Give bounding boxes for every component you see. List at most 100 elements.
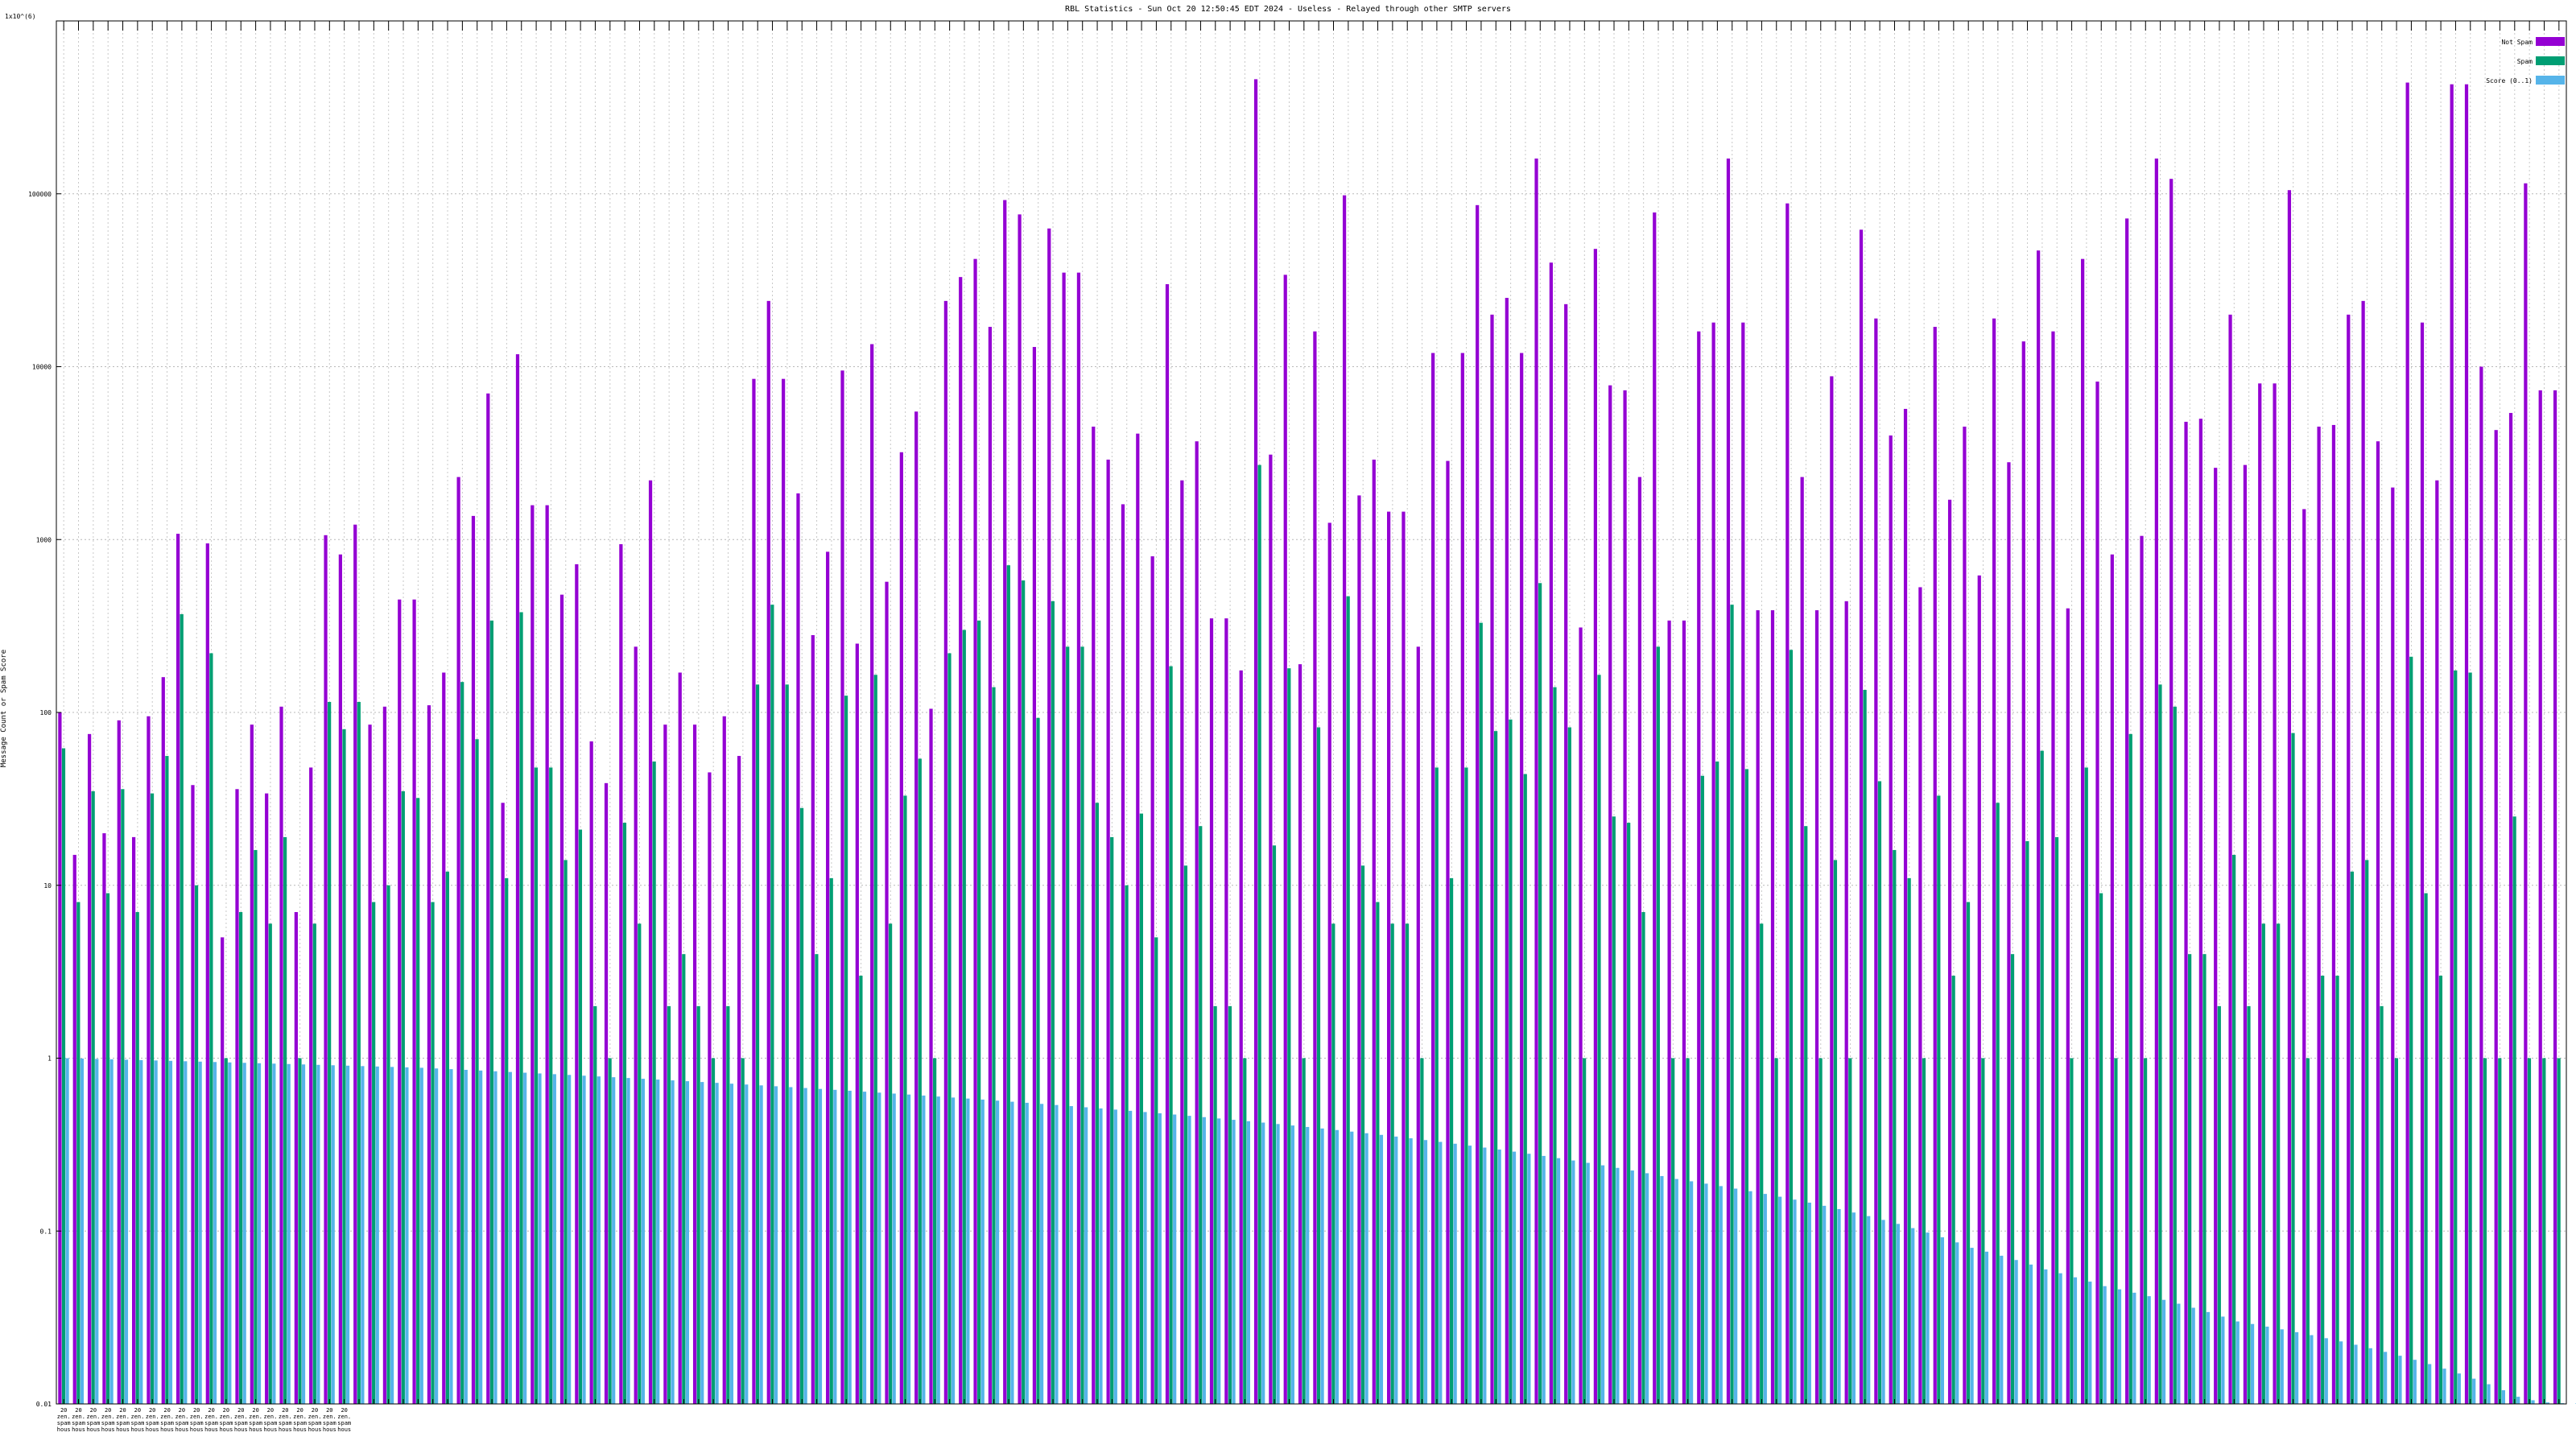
bar-spam	[2099, 893, 2103, 1404]
bar-not-spam	[973, 258, 977, 1404]
bar-not-spam	[456, 477, 460, 1404]
bar-score	[568, 1075, 572, 1404]
bar-spam	[549, 767, 553, 1404]
bar-score	[1542, 1155, 1546, 1404]
bar-spam	[903, 795, 907, 1404]
bar-spam	[2084, 767, 2088, 1404]
bar-not-spam	[1637, 477, 1642, 1404]
bar-spam	[933, 1058, 937, 1404]
bar-not-spam	[87, 733, 92, 1404]
bar-score	[1202, 1117, 1206, 1404]
bar-spam	[638, 923, 642, 1404]
bar-not-spam	[161, 677, 165, 1404]
bar-spam	[593, 1005, 597, 1404]
x-tick-label: spam	[204, 1420, 218, 1426]
bar-score	[1630, 1170, 1634, 1404]
bar-not-spam	[1106, 459, 1110, 1405]
bar-score	[2221, 1316, 2225, 1404]
x-axis-category-labels: 20 20 20 20 20 20 20 20 20 20 20 20 20 2…	[57, 1407, 351, 1433]
x-tick-label: spam	[323, 1420, 336, 1426]
bar-score	[1364, 1133, 1368, 1404]
y-tick-label: 100	[40, 709, 52, 716]
bar-spam	[2114, 1058, 2118, 1404]
bar-score	[2014, 1260, 2018, 1404]
bar-spam	[1139, 813, 1143, 1404]
bar-score	[2472, 1378, 2476, 1404]
bar-score	[2117, 1289, 2122, 1404]
bar-not-spam	[943, 300, 947, 1405]
bar-score	[2161, 1299, 2166, 1404]
x-tick-label: spam	[146, 1420, 159, 1426]
x-tick-label: 20	[326, 1407, 332, 1414]
bar-spam	[1435, 767, 1439, 1404]
bar-score	[390, 1067, 394, 1404]
bar-spam	[460, 682, 464, 1404]
bar-score	[729, 1084, 734, 1404]
x-tick-label: hous	[249, 1426, 262, 1433]
bar-spam	[1493, 731, 1498, 1404]
bar-spam	[2128, 733, 2132, 1404]
bar-score	[2442, 1368, 2446, 1404]
bar-not-spam	[1830, 376, 1834, 1404]
bar-not-spam	[1253, 79, 1258, 1404]
x-tick-label: spam	[130, 1420, 144, 1426]
x-tick-label: zen.	[279, 1414, 292, 1420]
bar-not-spam	[486, 393, 490, 1404]
bar-not-spam	[988, 327, 993, 1404]
bar-score	[1571, 1160, 1575, 1404]
bar-spam	[91, 791, 95, 1404]
bar-spam	[238, 912, 243, 1404]
bar-not-spam	[1402, 511, 1406, 1404]
bar-score	[124, 1059, 129, 1404]
bar-not-spam	[2450, 84, 2454, 1405]
bar-spam	[1316, 727, 1321, 1404]
bar-score	[1261, 1122, 1265, 1404]
bar-score	[1527, 1154, 1531, 1404]
bar-not-spam	[826, 551, 830, 1405]
bar-not-spam	[2435, 480, 2439, 1405]
bar-not-spam	[782, 378, 786, 1404]
x-tick-label: 20	[282, 1407, 288, 1414]
bar-score	[154, 1060, 158, 1404]
bar-spam	[1154, 937, 1158, 1404]
bar-score	[980, 1099, 985, 1404]
bar-spam	[224, 1058, 228, 1404]
bar-not-spam	[914, 411, 919, 1404]
bar-not-spam	[1963, 426, 1967, 1404]
bar-score	[2044, 1269, 2048, 1404]
bar-score	[1055, 1104, 1059, 1404]
bar-not-spam	[1032, 347, 1037, 1404]
bar-score	[1867, 1216, 1871, 1404]
bar-not-spam	[1697, 331, 1701, 1404]
bar-score	[464, 1070, 468, 1404]
bar-score	[538, 1073, 542, 1404]
bar-spam	[121, 789, 125, 1404]
bar-not-spam	[1564, 303, 1568, 1404]
bar-score	[656, 1080, 660, 1404]
bar-not-spam	[1209, 618, 1214, 1404]
bar-score	[715, 1083, 719, 1404]
bar-spam	[1420, 1058, 1424, 1404]
x-tick-label: 20	[75, 1407, 81, 1414]
bar-score	[1734, 1188, 1738, 1404]
bar-spam	[2217, 1005, 2221, 1404]
bar-spam	[755, 684, 760, 1404]
bar-score	[1113, 1109, 1117, 1404]
y-tick-label: 100000	[28, 191, 52, 198]
bar-score	[1350, 1131, 1354, 1404]
legend-label: Spam	[2517, 58, 2533, 65]
bars	[58, 79, 2576, 1405]
bar-spam	[386, 885, 390, 1404]
x-tick-label: zen.	[160, 1414, 174, 1420]
bar-spam	[1553, 687, 1557, 1404]
bar-not-spam	[471, 515, 476, 1404]
bar-score	[1881, 1220, 1885, 1404]
bar-score	[2088, 1282, 2092, 1404]
bar-spam	[2335, 976, 2339, 1404]
bar-score	[1763, 1194, 1767, 1404]
x-tick-label: 20	[208, 1407, 214, 1414]
bar-spam	[1818, 1058, 1823, 1404]
x-tick-label: 20	[296, 1407, 303, 1414]
bar-spam	[505, 877, 509, 1404]
legend: Not Spam Spam Score (0..1)	[2486, 37, 2565, 85]
